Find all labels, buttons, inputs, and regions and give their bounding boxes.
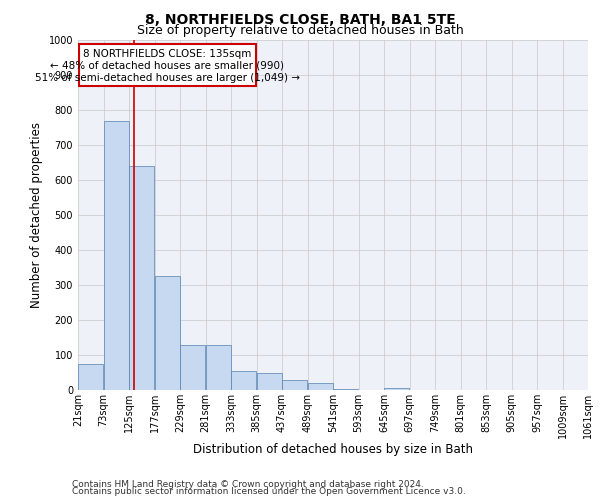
- Bar: [333, 389, 358, 390]
- Bar: [384, 388, 409, 390]
- Bar: [180, 344, 205, 390]
- Bar: [155, 276, 180, 390]
- Bar: [282, 380, 307, 390]
- Text: Contains HM Land Registry data © Crown copyright and database right 2024.: Contains HM Land Registry data © Crown c…: [72, 480, 424, 489]
- Text: ← 48% of detached houses are smaller (990): ← 48% of detached houses are smaller (99…: [50, 61, 284, 71]
- Bar: [104, 120, 129, 390]
- Bar: [206, 344, 231, 390]
- Y-axis label: Number of detached properties: Number of detached properties: [30, 122, 43, 308]
- Bar: [78, 364, 103, 390]
- Bar: [308, 383, 333, 390]
- Text: Distribution of detached houses by size in Bath: Distribution of detached houses by size …: [193, 442, 473, 456]
- Bar: [231, 371, 256, 390]
- Bar: [257, 372, 282, 390]
- Text: 51% of semi-detached houses are larger (1,049) →: 51% of semi-detached houses are larger (…: [35, 72, 300, 83]
- Text: Contains public sector information licensed under the Open Government Licence v3: Contains public sector information licen…: [72, 487, 466, 496]
- Bar: [129, 166, 154, 390]
- Text: Size of property relative to detached houses in Bath: Size of property relative to detached ho…: [137, 24, 463, 37]
- Text: 8, NORTHFIELDS CLOSE, BATH, BA1 5TE: 8, NORTHFIELDS CLOSE, BATH, BA1 5TE: [145, 12, 455, 26]
- Text: 8 NORTHFIELDS CLOSE: 135sqm: 8 NORTHFIELDS CLOSE: 135sqm: [83, 50, 251, 59]
- Bar: [79, 44, 256, 86]
